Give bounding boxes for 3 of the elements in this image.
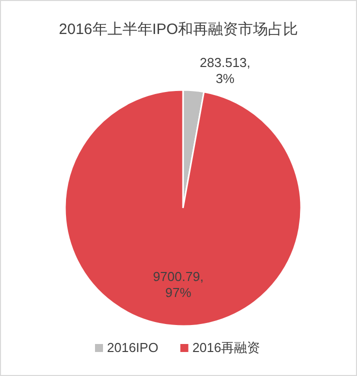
title: 2016年上半年IPO和再融资市场占比 [58,21,298,38]
legend-label: 2016IPO [107,340,158,355]
legend-label: 2016再融资 [192,340,260,355]
